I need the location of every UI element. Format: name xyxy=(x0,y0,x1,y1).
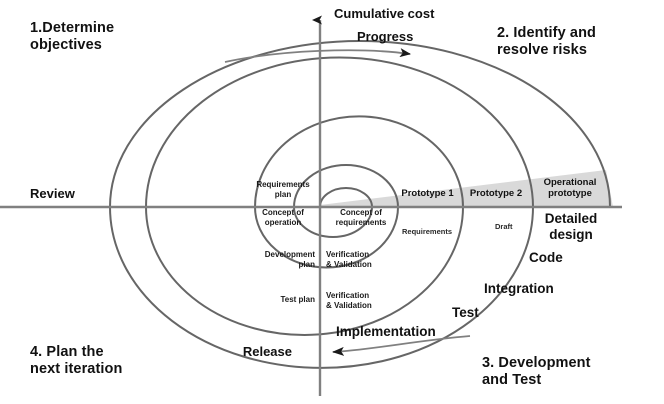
axis-label-progress: Progress xyxy=(357,29,414,44)
quadrant-identify-resolve-risks: 2. Identify and resolve risks xyxy=(497,25,596,59)
quadrant-determine-objectives: 1.Determine objectives xyxy=(30,20,115,54)
inner-label-test-plan: Test plan xyxy=(280,295,315,304)
activity-label-code: Code xyxy=(529,250,563,265)
band-label-prototype-1: Prototype 1 xyxy=(401,188,454,199)
inner-label-draft: Draft xyxy=(495,222,513,231)
axis-label-review: Review xyxy=(30,186,75,201)
band-label-operational-prototype: Operational prototype xyxy=(543,177,597,200)
axis-label-cumulative-cost: Cumulative cost xyxy=(334,6,435,21)
axis-label-release: Release xyxy=(242,344,292,359)
prototype-band-wedge xyxy=(320,170,613,207)
quadrant-plan-next-iteration: 4. Plan the next iteration xyxy=(30,344,123,378)
activity-label-test: Test xyxy=(452,305,479,320)
inner-label-concept-of-requirements: Concept of requirements xyxy=(335,208,387,227)
inner-label-requirements-plan: Requirements plan xyxy=(256,180,310,199)
progress-arrow xyxy=(224,48,411,63)
inner-label-verification-validation-1: Verification & Validation xyxy=(326,250,372,269)
activity-label-detailed-design: Detailed design xyxy=(544,211,598,243)
inner-label-concept-of-operation: Concept of operation xyxy=(262,208,304,227)
inner-label-verification-validation-2: Verification & Validation xyxy=(326,291,372,310)
quadrant-development-and-test: 3. Development and Test xyxy=(482,355,591,389)
release-arrow xyxy=(332,335,471,356)
inner-label-requirements: Requirements xyxy=(402,227,453,236)
activity-label-integration: Integration xyxy=(484,281,554,296)
inner-label-development-plan: Development plan xyxy=(264,250,315,269)
band-label-prototype-2: Prototype 2 xyxy=(469,188,523,199)
activity-label-implementation: Implementation xyxy=(336,324,436,339)
